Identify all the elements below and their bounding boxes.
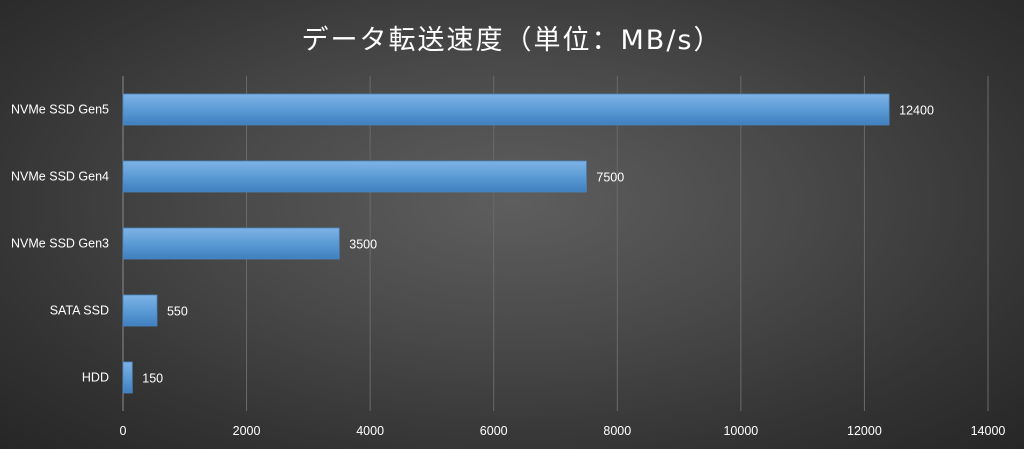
category-label: HDD <box>82 371 109 385</box>
category-label: NVMe SSD Gen4 <box>11 170 109 184</box>
category-label: SATA SSD <box>50 304 109 318</box>
bar <box>122 160 587 193</box>
data-label: 7500 <box>596 171 624 185</box>
category-label: NVMe SSD Gen3 <box>11 237 109 251</box>
category-label: NVMe SSD Gen5 <box>11 103 109 117</box>
data-label: 3500 <box>349 238 377 252</box>
x-tick-label: 12000 <box>847 424 882 438</box>
x-tick-label: 14000 <box>971 424 1006 438</box>
x-tick-label: 8000 <box>603 424 631 438</box>
x-tick-label: 6000 <box>480 424 508 438</box>
bar <box>122 93 890 126</box>
bars <box>122 93 890 394</box>
data-label: 150 <box>142 372 163 386</box>
gridlines <box>122 76 989 411</box>
x-tick-label: 0 <box>120 424 127 438</box>
bar <box>122 227 340 260</box>
chart-title: データ転送速度（単位：MB/s） <box>301 25 723 56</box>
bar <box>122 361 133 394</box>
x-tick-label: 10000 <box>723 424 758 438</box>
labels: 0 2000 4000 6000 8000 10000 12000 14000 NVMe SSD… <box>11 103 1005 439</box>
x-tick-label: 4000 <box>356 424 384 438</box>
bar <box>122 294 158 327</box>
x-tick-label: 2000 <box>233 424 261 438</box>
data-label: 12400 <box>899 104 934 118</box>
data-label: 550 <box>167 305 188 319</box>
